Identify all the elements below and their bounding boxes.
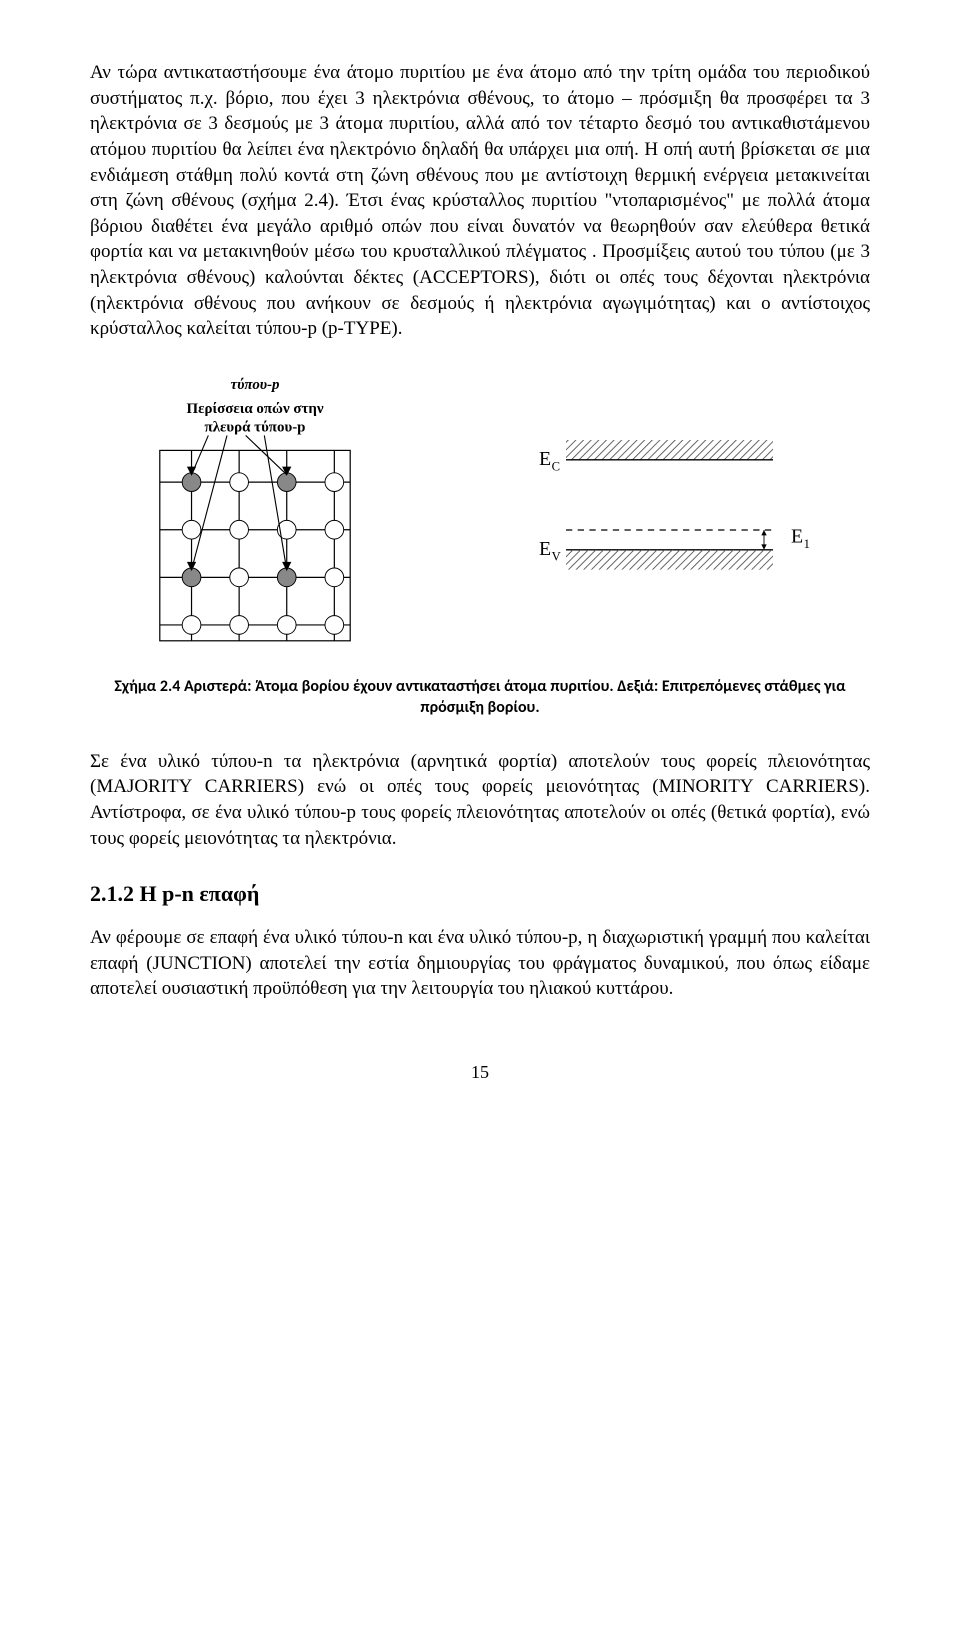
label-perisseia: Περίσσεια οπών στην	[187, 401, 324, 417]
label-ec: E	[539, 448, 551, 470]
figure-2-4: τύπου-p Περίσσεια οπών στην πλευρά τύπου…	[90, 372, 870, 719]
paragraph-3: Αν φέρουμε σε επαφή ένα υλικό τύπου-n κα…	[90, 925, 870, 1002]
figure-caption: Σχήμα 2.4 Αριστερά: Άτομα βορίου έχουν α…	[90, 677, 870, 719]
label-ec-sub: C	[552, 460, 560, 474]
section-heading-2-1-2: 2.1.2 Η p-n επαφή	[90, 881, 870, 907]
lattice-diagram: τύπου-p Περίσσεια οπών στην πλευρά τύπου…	[115, 372, 395, 652]
page-number: 15	[90, 1062, 870, 1083]
atoms	[182, 473, 343, 634]
figure-row: τύπου-p Περίσσεια οπών στην πλευρά τύπου…	[90, 372, 870, 652]
paragraph-1: Αν τώρα αντικαταστήσουμε ένα άτομο πυριτ…	[90, 60, 870, 342]
label-e1-sub: 1	[804, 537, 810, 551]
label-plevra: πλευρά τύπου-p	[205, 420, 306, 436]
label-typou-p: τύπου-p	[230, 377, 280, 393]
paragraph-2: Σε ένα υλικό τύπου-n τα ηλεκτρόνια (αρνη…	[90, 749, 870, 852]
energy-band-diagram: E C E V E 1	[485, 422, 845, 602]
label-e1: E	[791, 526, 803, 548]
label-ev: E	[539, 538, 551, 560]
label-ev-sub: V	[552, 550, 561, 564]
